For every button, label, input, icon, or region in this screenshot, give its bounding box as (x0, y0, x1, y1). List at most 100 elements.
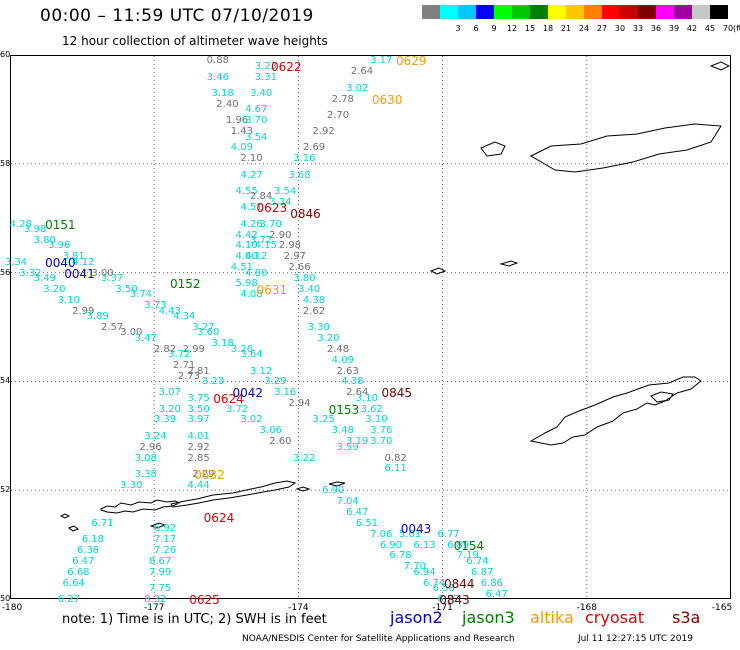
wave-height-reading: 7.99 (149, 566, 172, 578)
wave-height-reading: 4.80 (235, 251, 258, 263)
x-tick-label: -177 (143, 603, 165, 613)
wave-height-reading: 2.66 (288, 262, 311, 274)
wave-height-reading: 3.98 (24, 224, 47, 236)
wave-height-reading: 3.34 (4, 256, 28, 268)
wave-height-reading: 2.84 (249, 191, 273, 203)
pass-time-tag: 0844 (444, 576, 475, 591)
color-scale-label: 12 (506, 24, 518, 33)
wave-height-reading: 3.72 (249, 234, 273, 246)
pass-time-tag: 0622 (270, 59, 302, 74)
map-canvas (9, 54, 732, 600)
wave-height-reading: 3.25 (312, 414, 335, 426)
wave-height-reading: 3.31 (254, 71, 278, 83)
wave-height-reading: 6.64 (62, 577, 85, 589)
color-swatch (710, 5, 728, 19)
wave-height-reading: 2.60 (269, 436, 292, 448)
wave-height-reading: 7.70 (403, 561, 427, 573)
wave-height-reading: 3.40 (298, 283, 321, 295)
wave-height-reading: 2.92 (312, 126, 335, 138)
y-tick-label: 56 (0, 267, 11, 277)
wave-height-reading: 0.82 (384, 452, 407, 464)
pass-time-tag: 0843 (439, 593, 470, 607)
legend-altika: altika (530, 608, 574, 627)
color-scale-label: 70 (722, 24, 734, 33)
wave-height-reading: 7.04 (336, 496, 359, 508)
color-swatch (620, 5, 638, 19)
color-scale-label: 33 (632, 24, 644, 33)
pass-time-tag: 0042 (232, 386, 264, 401)
wave-height-reading: 6.89 (447, 539, 470, 551)
wave-height-reading: 3.27 (192, 322, 215, 333)
wave-height-reading: 3.40 (249, 88, 273, 100)
wave-height-reading: 8.67 (149, 555, 172, 567)
wave-height-reading: 6.90 (322, 485, 345, 497)
wave-height-reading: 2.98 (278, 240, 302, 252)
legend-jason2: jason2 (390, 608, 443, 627)
wave-height-reading: 4.55 (235, 186, 258, 197)
wave-height-reading: 3.64 (240, 349, 263, 361)
color-scale-label: 39 (668, 24, 680, 33)
wave-height-reading: 3.30 (307, 322, 330, 333)
wave-height-reading: 3.76 (370, 425, 393, 437)
wave-height-reading: 2.63 (336, 365, 359, 377)
wave-height-reading: 4.09 (230, 142, 253, 154)
x-tick-label: -165 (711, 603, 733, 613)
wave-height-reading: 6.86 (480, 577, 503, 589)
color-scale-label: 21 (560, 24, 572, 33)
wave-height-reading: 3.37 (100, 273, 124, 285)
wave-height-reading: 2.48 (326, 343, 350, 355)
wave-height-reading: 2.10 (240, 153, 263, 165)
wave-height-reading: 6.74 (422, 577, 446, 589)
wave-height-reading: 6.47 (346, 506, 369, 518)
pass-time-tag: 0624 (203, 511, 235, 526)
wave-height-reading: 6.92 (153, 523, 177, 535)
wave-height-reading: 3.16 (293, 153, 316, 165)
color-swatch (638, 5, 656, 19)
wave-height-reading: 2.90 (269, 229, 292, 241)
color-scale-label: 36 (650, 24, 662, 33)
wave-height-reading: 2.81 (187, 365, 210, 377)
wave-height-reading: 4.12 (245, 251, 268, 263)
pass-time-tag: 0152 (170, 277, 201, 292)
wave-height-reading: 3.32 (19, 267, 42, 279)
wave-height-reading: 2.57 (100, 322, 124, 333)
wave-height-reading: 2.97 (283, 251, 306, 263)
wave-height-reading: 3.54 (273, 186, 297, 197)
color-swatch (602, 5, 620, 19)
wave-height-reading: 3.20 (317, 332, 340, 344)
wave-height-reading: 3.75 (187, 392, 210, 404)
color-scale-label: 18 (542, 24, 554, 33)
color-scale-label: 24 (578, 24, 590, 33)
wave-height-reading: 3.10 (365, 414, 388, 426)
islet-4 (295, 486, 311, 492)
pass-time-tag: 0040 (45, 255, 76, 270)
mainland-ak (529, 123, 722, 173)
wave-height-reading: 3.18 (211, 88, 234, 100)
wave-height-reading: 3.29 (264, 376, 287, 388)
wave-height-reading: 3.73 (144, 300, 167, 312)
wave-height-reading: 5.61 (398, 528, 422, 540)
wave-height-reading: 2.94 (288, 398, 311, 410)
color-swatch (584, 5, 602, 19)
wave-height-reading: 6.78 (389, 550, 412, 562)
color-swatch (656, 5, 674, 19)
wave-height-reading: 7.26 (153, 545, 177, 557)
wave-height-reading: 3.34 (269, 196, 292, 208)
color-swatch (566, 5, 584, 19)
wave-height-reading: 7.75 (149, 583, 172, 595)
wave-height-reading: 2.71 (173, 360, 196, 372)
wave-height-reading: 3.70 (259, 218, 282, 230)
wave-height-reading: 1.96 (225, 115, 249, 127)
wave-height-reading: 3.17 (370, 55, 393, 67)
kodiak-area (650, 391, 674, 403)
color-scale-label: 45 (704, 24, 716, 33)
wave-height-reading: 6.38 (76, 545, 100, 557)
wave-height-reading: 2.69 (302, 142, 326, 154)
wave-height-reading: 3.22 (293, 452, 316, 464)
wave-height-reading: 3.72 (168, 349, 191, 361)
wave-height-reading: 4.38 (341, 376, 364, 388)
pass-time-tag: 0623 (256, 201, 288, 216)
alaska-peninsula (529, 376, 702, 446)
nunivak (480, 141, 506, 157)
wave-height-reading: 4.51 (240, 202, 263, 214)
